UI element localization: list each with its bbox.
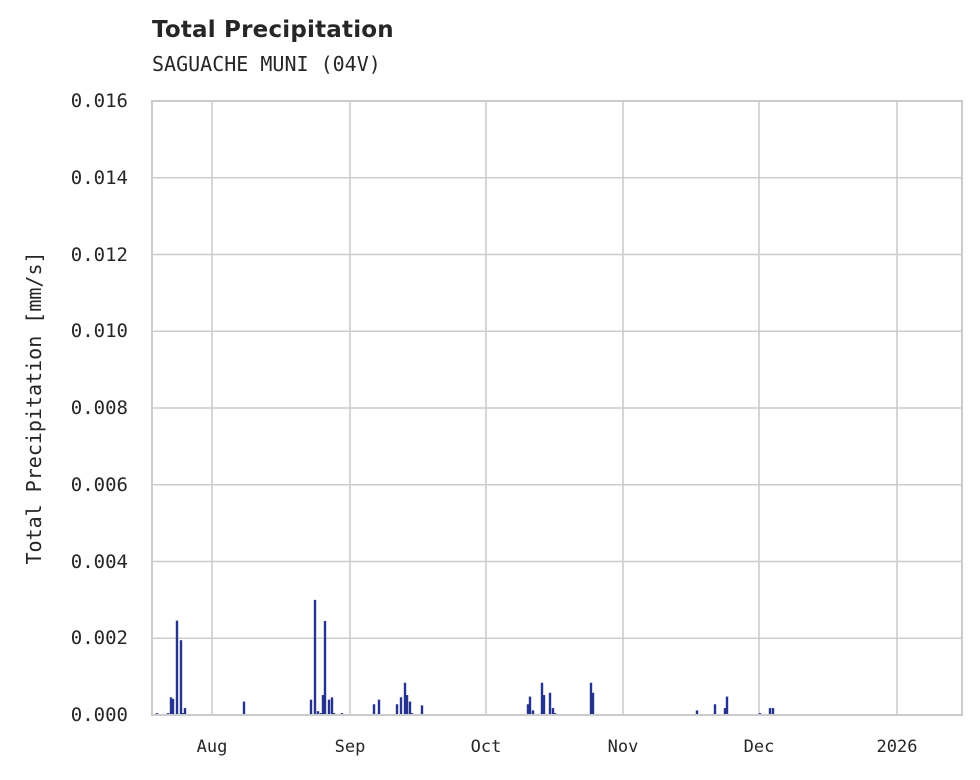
y-tick-label: 0.000	[70, 704, 128, 726]
precip-bar	[171, 698, 175, 715]
y-tick-label: 0.002	[70, 627, 128, 650]
y-tick-label: 0.012	[70, 243, 128, 266]
precip-bar	[313, 599, 317, 715]
precipitation-bars	[155, 599, 775, 715]
precip-bar	[399, 697, 403, 715]
precip-bar	[403, 682, 407, 715]
precip-bar	[169, 697, 173, 715]
precip-bar	[175, 620, 179, 715]
y-tick-label: 0.004	[70, 550, 128, 573]
precip-bar	[528, 696, 532, 715]
precip-bar	[542, 695, 546, 715]
precip-bar	[316, 711, 320, 715]
chart-title: Total Precipitation	[152, 17, 394, 43]
precip-bar	[323, 620, 327, 715]
gridlines	[152, 100, 962, 716]
precip-bar	[771, 708, 775, 715]
y-tick-label: 0.014	[70, 166, 128, 189]
x-tick-label: Nov	[607, 737, 639, 757]
y-tick-label: 0.010	[70, 320, 128, 343]
chart-subtitle: SAGUACHE MUNI (04V)	[152, 52, 381, 76]
precip-bar	[372, 704, 376, 715]
y-tick-label: 0.008	[70, 397, 128, 419]
precip-bar	[725, 696, 729, 715]
precip-bar	[405, 695, 409, 715]
precip-bar	[309, 699, 313, 715]
precip-bar	[531, 710, 535, 715]
precip-bar	[330, 697, 334, 715]
y-tick-label: 0.006	[70, 473, 128, 496]
plot-frame	[151, 100, 963, 716]
precip-bar	[242, 701, 246, 715]
precip-bar	[589, 682, 593, 715]
y-tick-label: 0.016	[70, 90, 128, 112]
precip-bar	[179, 640, 183, 715]
precip-bar	[768, 708, 772, 715]
precip-bar	[408, 701, 412, 715]
x-tick-label: Oct	[470, 737, 502, 757]
precip-bar	[723, 708, 727, 715]
precip-bar	[695, 710, 699, 715]
x-tick-label: Sep	[334, 737, 366, 757]
precip-bar	[377, 699, 381, 715]
precip-bar	[395, 704, 399, 715]
precip-bar	[526, 704, 530, 715]
x-tick-label: Aug	[196, 737, 228, 757]
precip-bar	[327, 699, 331, 715]
precip-bar	[183, 708, 187, 715]
precip-bar	[540, 682, 544, 715]
precip-bar	[551, 708, 555, 715]
precip-bar	[591, 692, 595, 715]
precip-bar	[420, 705, 424, 715]
precip-bar	[548, 692, 552, 715]
x-tick-label: Dec	[743, 737, 775, 757]
precip-bar	[713, 704, 717, 715]
x-tick-label: 2026	[876, 737, 918, 757]
precip-bar	[321, 695, 325, 715]
